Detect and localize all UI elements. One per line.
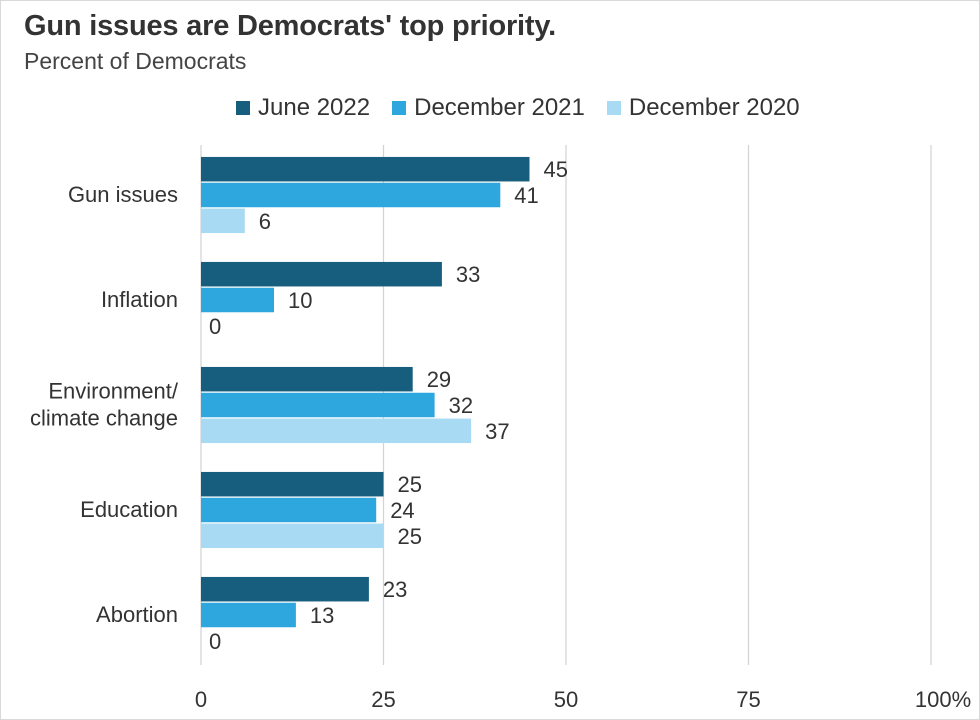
legend-swatch-december-2020 [606,101,621,115]
x-tick-label: 75 [736,687,760,712]
data-label: 25 [398,472,422,497]
category-label: Abortion [96,602,178,627]
category-label: Environment/climate change [30,379,179,431]
data-label: 23 [383,577,407,602]
category-label: Inflation [101,287,178,312]
bar-december-2021 [201,602,296,628]
legend-label-june-2022: June 2022 [258,94,371,121]
bar-december-2020 [201,523,384,549]
bar-june-2022 [201,261,442,287]
data-label: 32 [449,393,473,418]
bar-june-2022 [201,576,369,602]
data-label: 13 [310,603,334,628]
chart-legend: June 2022 December 2021 December 2020 [236,92,800,124]
bar-december-2020 [201,208,245,234]
data-label: 0 [209,314,221,339]
bar-june-2022 [201,471,384,497]
bar-december-2021 [201,497,377,523]
bar-december-2021 [201,182,501,208]
data-label: 29 [427,367,451,392]
bar-june-2022 [201,156,530,182]
data-label: 37 [485,419,509,444]
x-tick-label: 0 [195,687,207,712]
legend-item-december-2020: December 2020 [606,94,800,122]
legend-label-december-2020: December 2020 [628,94,800,121]
bar-december-2021 [201,287,274,313]
data-label: 33 [456,262,480,287]
data-label: 24 [390,498,414,523]
legend-swatch-december-2021 [392,101,407,115]
bar-june-2022 [201,366,413,392]
data-label: 45 [544,157,568,182]
data-label: 0 [209,629,221,654]
data-label: 6 [259,209,271,234]
legend-item-june-2022: June 2022 [236,94,370,122]
data-label: 41 [514,183,538,208]
legend-item-december-2021: December 2021 [392,94,585,122]
bar-december-2020 [201,418,472,444]
legend-swatch-june-2022 [236,101,250,115]
chart-subtitle: Percent of Democrats [24,48,247,74]
data-label: 25 [398,524,422,549]
legend-label-december-2021: December 2021 [414,94,585,121]
x-tick-label: 50 [554,687,578,712]
category-label: Gun issues [68,182,178,207]
bar-december-2021 [201,392,435,418]
x-tick-label: 100% [915,687,971,712]
data-label: 10 [288,288,312,313]
x-tick-label: 25 [371,687,395,712]
chart-title: Gun issues are Democrats' top priority. [24,10,556,42]
category-label: Education [80,497,178,522]
